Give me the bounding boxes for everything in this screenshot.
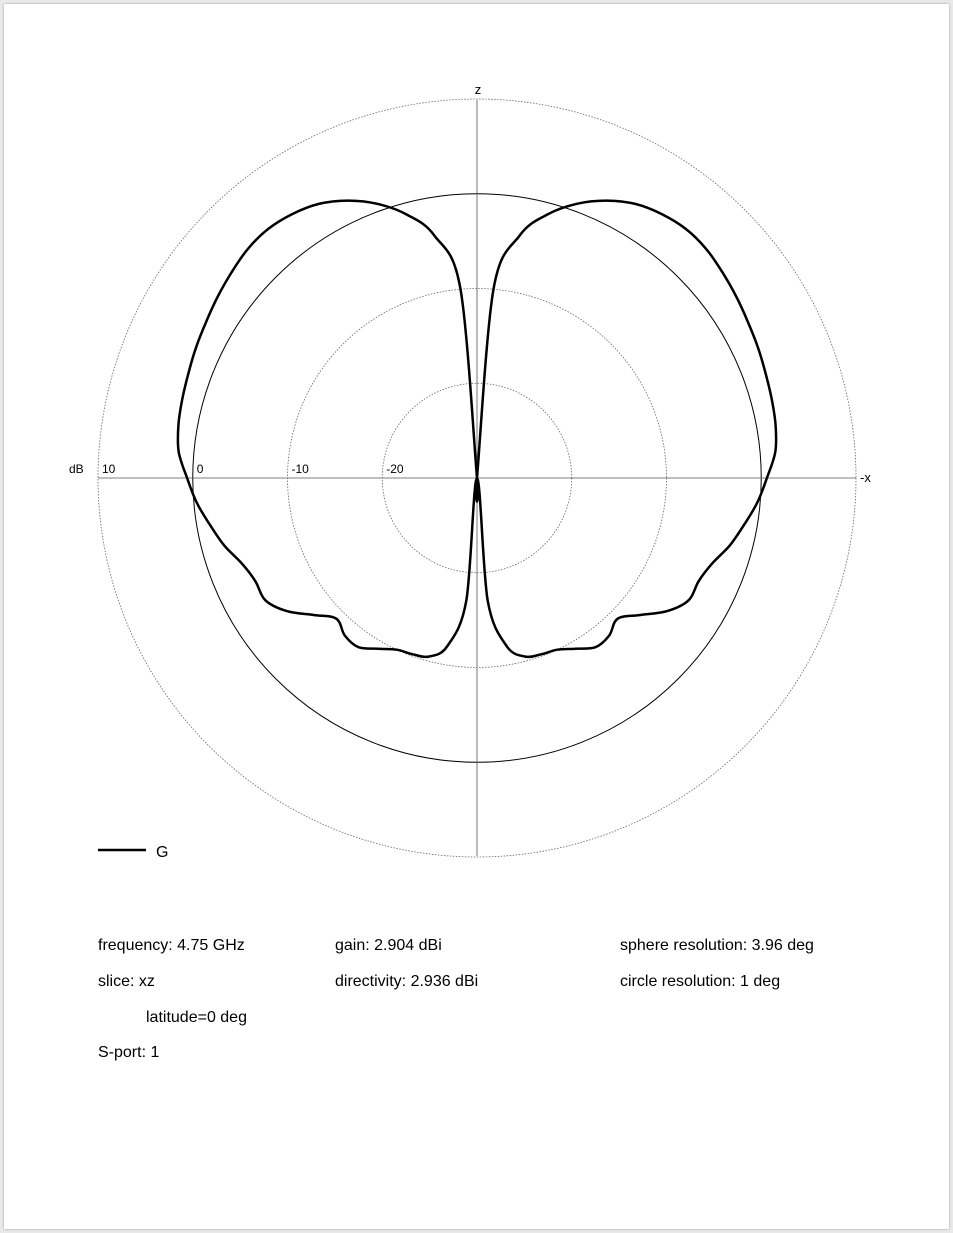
latitude-text: latitude=0 deg (146, 1009, 247, 1026)
unit-label: dB (69, 462, 84, 476)
legend: G (98, 844, 168, 861)
ring-tick-label: -20 (386, 462, 404, 476)
directivity-text: directivity: 2.936 dBi (335, 973, 479, 990)
axis-right-label: -x (860, 470, 871, 485)
slice-text: slice: xz (98, 973, 155, 990)
sport-text: S-port: 1 (98, 1044, 160, 1061)
frequency-text: frequency: 4.75 GHz (98, 937, 245, 954)
circle-resolution-text: circle resolution: 1 deg (620, 973, 781, 990)
gain-text: gain: 2.904 dBi (335, 937, 442, 954)
axis-top-label: z (475, 82, 482, 97)
polar-chart: z -x dB 10 0 -10 -20 G (69, 82, 871, 861)
ring-tick-label: 10 (102, 462, 116, 476)
series-g-curve (176, 199, 778, 659)
ring-tick-labels: 10 0 -10 -20 (102, 462, 404, 476)
legend-label-g: G (156, 844, 168, 861)
sphere-resolution-text: sphere resolution: 3.96 deg (620, 937, 814, 954)
page: z -x dB 10 0 -10 -20 G frequency: 4.75 GHz … (4, 4, 949, 1229)
ring-tick-label: 0 (197, 462, 204, 476)
ring-tick-label: -10 (292, 462, 310, 476)
